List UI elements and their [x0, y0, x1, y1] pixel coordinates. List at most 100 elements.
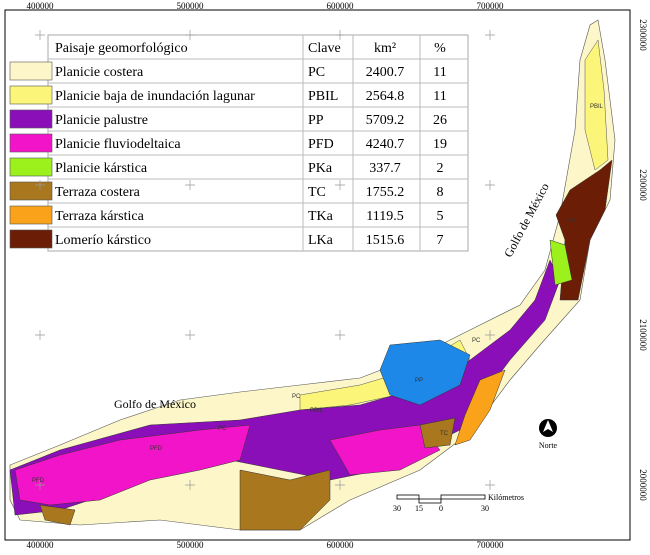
tka-area: [454, 369, 506, 446]
graticule-cross: [185, 30, 195, 40]
legend-swatch: [9, 133, 53, 153]
legend-cell: 2400.7: [366, 65, 405, 80]
graticule-cross: [185, 180, 195, 190]
graticule-cross: [335, 480, 345, 490]
x-coord-label: 600000: [327, 1, 355, 11]
graticule-cross: [485, 480, 495, 490]
y-coord-label: 2000000: [638, 469, 648, 501]
legend-table: [47, 34, 469, 252]
unit-label: TC: [440, 431, 449, 437]
legend-swatch: [9, 229, 53, 249]
legend-swatch: [9, 109, 53, 129]
legend-cell: Terraza costera: [55, 185, 141, 200]
legend-cell: 26: [433, 113, 447, 128]
legend-cell: Planicie fluviodeltaica: [55, 137, 181, 152]
graticule-cross: [185, 330, 195, 340]
x-coord-label: 700000: [477, 540, 505, 550]
legend-cell: PP: [308, 113, 324, 128]
x-coord-label: 500000: [177, 540, 205, 550]
legend-cell: 8: [437, 185, 444, 200]
legend-cell: 337.7: [369, 161, 401, 176]
graticule-cross: [335, 180, 345, 190]
legend-header: %: [434, 41, 446, 56]
scale-bar: [396, 494, 486, 504]
legend: Paisaje geomorfológico Clave km² % Planicie …: [9, 34, 469, 252]
graticule-cross: [485, 180, 495, 190]
legend-cell: 1755.2: [366, 185, 405, 200]
graticule-cross: [35, 30, 45, 40]
gulf-label: Golfo de México: [114, 397, 196, 411]
unit-label: PC: [292, 394, 301, 400]
unit-label: LKa: [565, 218, 576, 224]
pka-area: [549, 239, 573, 286]
legend-cell: 5709.2: [366, 113, 405, 128]
unit-label: PC: [218, 426, 227, 432]
legend-cell: PFD: [308, 137, 334, 152]
graticule-cross: [35, 330, 45, 340]
legend-cell: Planicie baja de inundación lagunar: [55, 89, 255, 104]
lka-area: [555, 159, 613, 301]
scale-label: 0: [439, 504, 443, 513]
pbil-area: [584, 39, 609, 171]
legend-cell: Planicie palustre: [55, 113, 148, 128]
unit-label: PP: [415, 378, 423, 384]
north-arrow: [543, 420, 553, 432]
legend-cell: Lomerío kárstico: [55, 233, 151, 248]
graticule-cross: [35, 180, 45, 190]
y-coord-label: 2300000: [638, 19, 648, 51]
legend-cell: Planicie costera: [55, 65, 144, 80]
tc-area: [239, 469, 331, 531]
y-coord-label: 2200000: [638, 169, 648, 201]
legend-cell: 1515.6: [366, 233, 405, 248]
legend-cell: 2564.8: [366, 89, 405, 104]
unit-label: PFD: [32, 478, 45, 484]
pfd-area: [14, 424, 251, 506]
legend-swatch: [9, 61, 53, 81]
legend-cell: PBIL: [308, 89, 338, 104]
legend-swatch: [9, 157, 53, 177]
legend-swatch: [9, 85, 53, 105]
legend-cell: 11: [433, 89, 446, 104]
x-coord-label: 700000: [477, 1, 505, 11]
scale-label: 30: [393, 504, 401, 513]
legend-cell: PC: [308, 65, 325, 80]
scale-label: 30: [481, 504, 489, 513]
north-label: Norte: [539, 441, 558, 450]
legend-cell: Planicie kárstica: [55, 161, 148, 176]
x-coord-label: 600000: [327, 540, 355, 550]
scale-label: 15: [415, 504, 423, 513]
legend-cell: PKa: [308, 161, 333, 176]
legend-cell: 19: [433, 137, 447, 152]
graticule-cross: [335, 30, 345, 40]
legend-cell: TC: [308, 185, 326, 200]
x-coord-label: 500000: [177, 1, 205, 11]
legend-cell: 11: [433, 65, 446, 80]
x-coord-label: 400000: [27, 540, 55, 550]
legend-cell: LKa: [308, 233, 334, 248]
legend-cell: 4240.7: [366, 137, 405, 152]
legend-swatch: [9, 181, 53, 201]
graticule-cross: [35, 480, 45, 490]
legend-header: Paisaje geomorfológico: [55, 41, 188, 56]
legend-cell: 5: [437, 209, 444, 224]
tc-area: [419, 417, 456, 449]
unit-label: PFD: [150, 446, 163, 452]
unit-label: PBIL: [310, 408, 324, 414]
legend-header: km²: [374, 41, 396, 56]
graticule-cross: [485, 30, 495, 40]
unit-label: PBIL: [590, 104, 604, 110]
legend-header: Clave: [308, 41, 341, 56]
pfd-area: [329, 424, 441, 476]
y-coord-label: 2100000: [638, 319, 648, 351]
legend-cell: TKa: [308, 209, 334, 224]
graticule-cross: [185, 480, 195, 490]
legend-cell: 2: [437, 161, 444, 176]
scale-unit: Kilómetros: [488, 493, 524, 502]
unit-label: PC: [472, 338, 481, 344]
tc-area: [39, 504, 76, 526]
graticule-cross: [485, 330, 495, 340]
legend-cell: 1119.5: [366, 209, 403, 224]
legend-swatch: [9, 205, 53, 225]
legend-cell: Terraza kárstica: [55, 209, 145, 224]
